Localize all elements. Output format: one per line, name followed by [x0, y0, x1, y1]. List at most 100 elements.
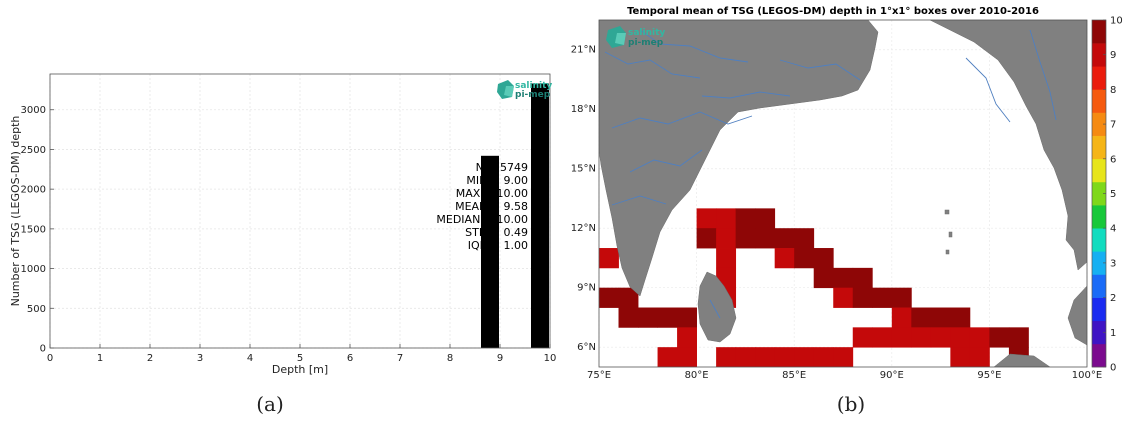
lat-tick-label: 9°N — [577, 283, 596, 294]
histogram-x-label: Depth [m] — [272, 363, 328, 376]
lon-tick-label: 75°E — [587, 370, 611, 381]
colorbar-tick-label: 10 — [1110, 16, 1123, 27]
map-cell — [677, 327, 697, 348]
land-sumatra — [993, 353, 1051, 367]
map-rivers — [604, 29, 1057, 319]
map-cell — [833, 267, 854, 289]
x-tick-label: 0 — [47, 353, 53, 364]
map-land — [599, 20, 1087, 367]
map-y-ticks: 6°N 9°N 12°N 15°N 18°N 21°N — [571, 45, 596, 353]
map-cell — [755, 228, 776, 249]
map-cell — [930, 327, 951, 348]
y-tick-label: 0 — [40, 344, 46, 355]
lon-tick-label: 80°E — [685, 370, 709, 381]
map-cell — [891, 307, 912, 328]
map-title: Temporal mean of TSG (LEGOS-DM) depth in… — [627, 6, 1039, 17]
x-tick-label: 4 — [247, 353, 253, 364]
histogram-x-ticks: 0 1 2 3 4 5 6 7 8 9 10 — [47, 344, 556, 364]
river-4 — [611, 111, 753, 129]
map-cell — [813, 347, 834, 367]
colorbar-segment — [1092, 158, 1106, 183]
map-cell — [911, 327, 932, 348]
map-cells — [599, 208, 1029, 367]
map-cell — [774, 248, 795, 269]
x-tick-label: 1 — [97, 353, 103, 364]
map-cell — [852, 267, 873, 289]
map-cell — [833, 287, 854, 308]
map-cell — [872, 327, 893, 348]
depth-map: Temporal mean of TSG (LEGOS-DM) depth in… — [571, 6, 1123, 416]
y-tick-label: 1000 — [21, 264, 46, 275]
map-cell — [891, 287, 912, 308]
y-tick-label: 3000 — [21, 105, 46, 116]
map-cell — [833, 347, 854, 367]
salinity-pi-mep-logo: salinity pi-mep — [497, 80, 552, 100]
stat-n: N = 5749 — [476, 161, 528, 174]
colorbar-segment — [1092, 20, 1106, 44]
map-cell — [989, 327, 1010, 348]
stat-median: MEDIAN = 10.00 — [436, 213, 528, 226]
map-cell — [677, 307, 697, 328]
colorbar-segment — [1092, 89, 1106, 113]
land-malay — [1067, 285, 1087, 346]
river-3 — [701, 91, 791, 99]
map-cell — [774, 347, 795, 367]
map-x-ticks: 75°E 80°E 85°E 90°E 95°E 100°E — [587, 370, 1102, 381]
x-tick-label: 3 — [197, 353, 203, 364]
land-andaman-1 — [944, 209, 950, 215]
map-cell — [677, 347, 697, 367]
lon-tick-label: 85°E — [782, 370, 806, 381]
map-cell — [735, 228, 756, 249]
map-cell — [774, 228, 795, 249]
colorbar-tick-label: 6 — [1110, 154, 1116, 165]
river-10 — [709, 299, 721, 319]
stat-mean: MEAN = 9.58 — [455, 200, 528, 213]
map-cell — [813, 248, 834, 269]
lat-tick-label: 6°N — [577, 342, 596, 353]
lat-tick-label: 15°N — [571, 164, 596, 175]
y-tick-label: 1500 — [21, 224, 46, 235]
histogram-bar — [481, 155, 499, 348]
colorbar-segment — [1092, 228, 1106, 252]
x-tick-label: 8 — [447, 353, 453, 364]
stat-max: MAX = 10.00 — [456, 187, 528, 200]
y-tick-label: 2500 — [21, 145, 46, 156]
x-tick-label: 7 — [397, 353, 403, 364]
y-tick-label: 500 — [27, 304, 46, 315]
lon-tick-label: 95°E — [977, 370, 1001, 381]
land-india — [599, 20, 879, 297]
logo-line2: pi-mep — [628, 38, 664, 48]
map-cell — [618, 307, 639, 328]
map-cell — [716, 347, 737, 367]
caption-b: (b) — [837, 392, 865, 416]
colorbar-tick-label: 8 — [1110, 85, 1116, 96]
colorbar-segment — [1092, 181, 1106, 206]
map-cell — [599, 287, 619, 308]
map-cell — [638, 307, 658, 328]
map-cell — [716, 248, 737, 269]
colorbar-tick-label: 4 — [1110, 224, 1116, 235]
map-cell — [696, 228, 717, 249]
land-andaman-2 — [948, 231, 953, 238]
colorbar-segment — [1092, 205, 1106, 229]
colorbar-segment — [1092, 343, 1106, 368]
river-2 — [639, 29, 749, 63]
y-tick-label: 2000 — [21, 185, 46, 196]
map-cell — [950, 327, 971, 348]
colorbar-tick-label: 5 — [1110, 189, 1116, 200]
colorbar-segment — [1092, 112, 1106, 136]
land-myanmar-thailand — [929, 20, 1087, 271]
histogram-y-ticks: 0 500 1000 1500 2000 2500 3000 — [21, 105, 54, 355]
map-frame — [598, 19, 1088, 368]
colorbar-segment — [1092, 66, 1106, 90]
colorbar-segment — [1092, 43, 1106, 67]
map-cell — [872, 287, 893, 308]
colorbar-tick-label: 7 — [1110, 120, 1116, 131]
map-cell — [813, 267, 834, 289]
logo-line1: salinity — [628, 28, 665, 38]
logo-line2: pi-mep — [515, 90, 551, 100]
colorbar-tick-label: 2 — [1110, 293, 1116, 304]
colorbar-tick-label: 3 — [1110, 258, 1116, 269]
stat-min: MIN = 9.00 — [466, 174, 528, 187]
